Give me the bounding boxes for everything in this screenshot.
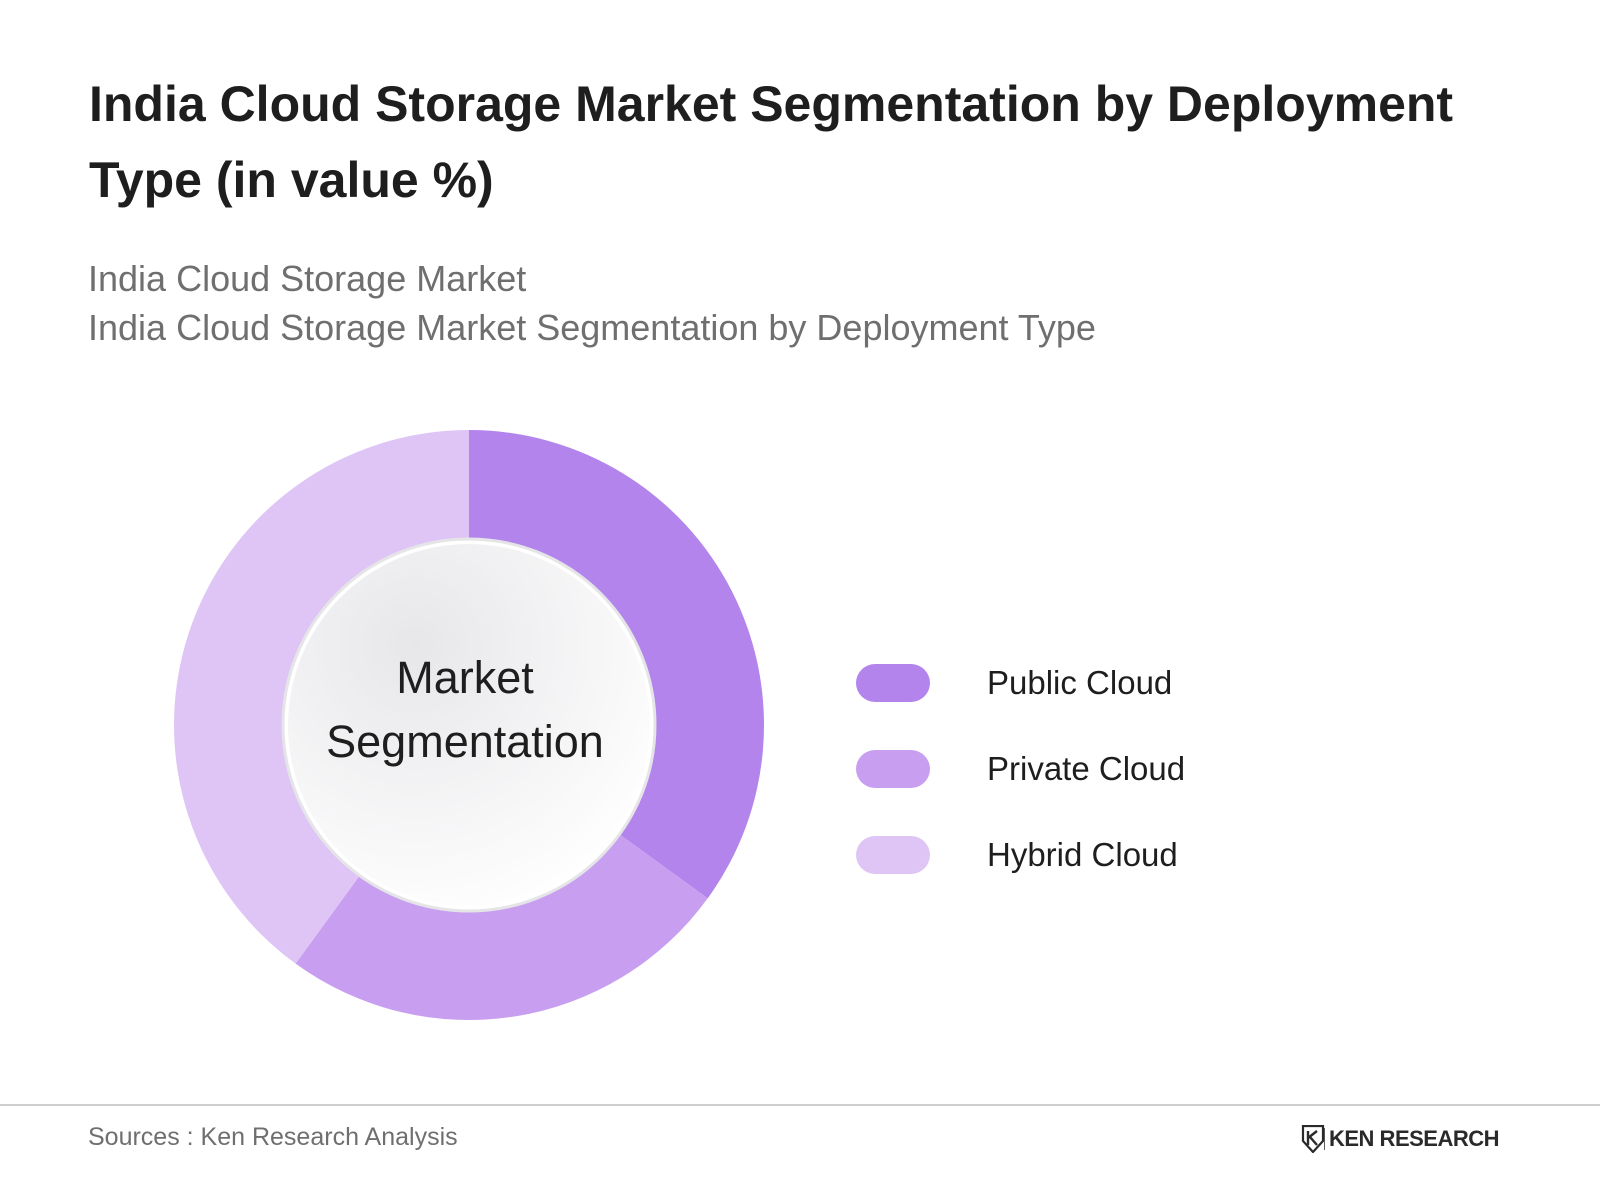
donut-slice-hybrid-cloud: [173, 430, 469, 964]
footer-divider: [0, 1104, 1600, 1106]
donut-slices: [173, 430, 764, 1020]
chart-title: India Cloud Storage Market Segmentation …: [89, 76, 1454, 208]
donut-slice-private-cloud: [295, 834, 708, 1020]
chart-subtitle-market: India Cloud Storage Market: [88, 258, 527, 299]
donut-center-fill: [288, 544, 650, 906]
ken-research-logo-text: KEN RESEARCH: [1329, 1126, 1500, 1151]
donut-slice-public-cloud: [469, 430, 764, 899]
source-note: Sources : Ken Research Analysis: [88, 1123, 458, 1151]
legend-label: Hybrid Cloud: [987, 836, 1178, 873]
center-label-line-2: Segmentation: [326, 716, 604, 767]
chart-subtitle-segmentation: India Cloud Storage Market Segmentation …: [88, 307, 1096, 348]
donut-center-label: Market Segmentation: [279, 646, 651, 774]
legend-swatch: [856, 664, 930, 702]
center-label-line-1: Market: [396, 652, 534, 703]
legend-swatch: [856, 750, 930, 788]
legend-swatch: [856, 836, 930, 874]
legend-label: Public Cloud: [987, 664, 1173, 701]
ken-research-logo-icon: [1301, 1125, 1325, 1153]
legend-label: Private Cloud: [987, 750, 1186, 787]
